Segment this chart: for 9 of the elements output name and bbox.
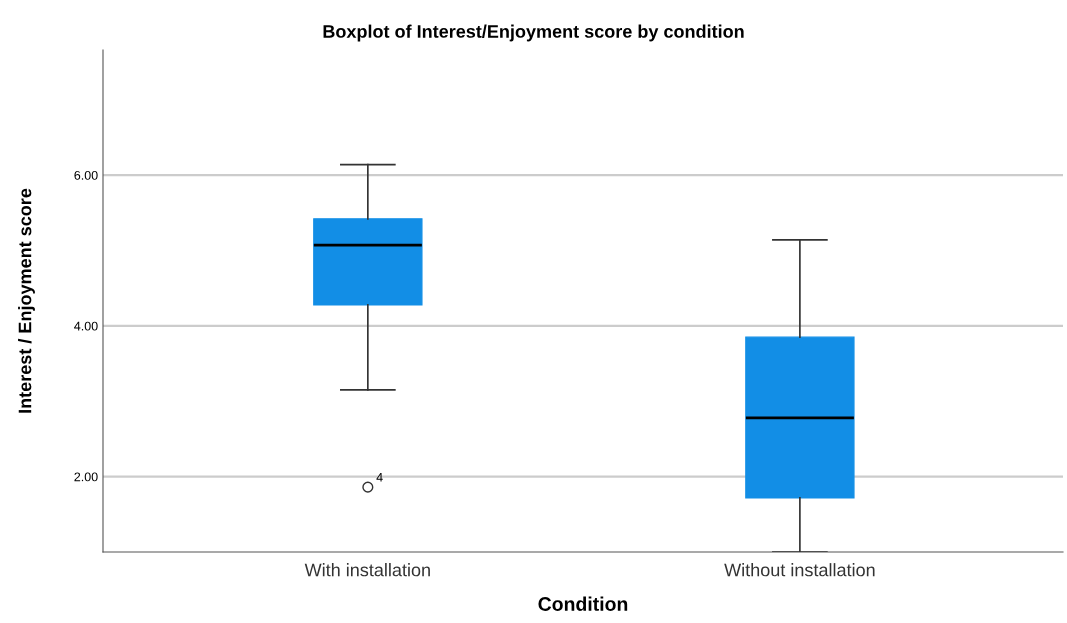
- chart-title: Boxplot of Interest/Enjoyment score by condition: [323, 24, 744, 42]
- x-axis-title: Condition: [538, 596, 628, 611]
- x-tick-label: With installation: [304, 563, 430, 577]
- annotation: 4: [376, 473, 383, 482]
- y-tick-label: 2.00: [74, 472, 98, 482]
- x-tick-label: Without installation: [724, 563, 875, 577]
- y-tick-label: 6.00: [74, 170, 98, 180]
- y-tick-label: 4.00: [74, 321, 98, 331]
- y-axis-title: Interest / Enjoyment score: [18, 188, 35, 413]
